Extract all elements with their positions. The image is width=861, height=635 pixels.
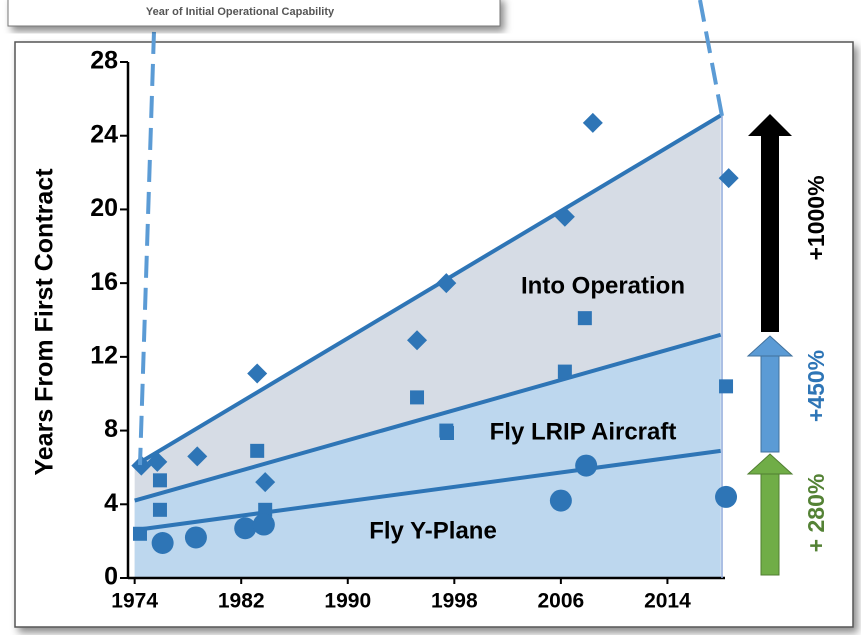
- x-tick-label: 1990: [324, 590, 371, 613]
- point: [549, 489, 572, 512]
- point: [575, 454, 598, 477]
- y-tick-label: 28: [90, 47, 118, 75]
- point: [187, 446, 208, 467]
- x-tick-label: 1998: [431, 590, 478, 613]
- x-tick-label: 2006: [538, 590, 585, 613]
- inset-box: [7, 0, 501, 27]
- trend-line: [133, 113, 722, 468]
- point: [715, 485, 738, 508]
- point: [152, 473, 167, 488]
- point: [554, 206, 575, 227]
- point: [557, 364, 572, 379]
- x-tick-label: 1974: [111, 590, 158, 613]
- series-label: Into Operation: [521, 272, 685, 299]
- point: [718, 168, 739, 189]
- zoom-line: [138, 0, 157, 466]
- arrow: [748, 114, 792, 332]
- point: [410, 390, 425, 405]
- point: [131, 455, 152, 476]
- increase-label: +1000%: [803, 175, 829, 260]
- trend-line: [134, 332, 722, 503]
- legend-swatch: [440, 426, 454, 440]
- trend-line: [134, 448, 721, 533]
- arrow: [746, 453, 794, 576]
- y-tick-label: 20: [90, 194, 118, 222]
- point: [577, 311, 592, 326]
- point: [247, 363, 268, 384]
- point: [719, 379, 734, 394]
- inset-caption: Year of Initial Operational Capability: [146, 6, 335, 18]
- point: [184, 526, 207, 549]
- increase-label: + 280%: [803, 474, 829, 553]
- plot: 0 4 8 12 16 20 24 28 1974 1982 1990 1998 2006 2014 Int…: [90, 47, 739, 613]
- x-tick-label: 1982: [218, 590, 265, 613]
- arrow: [746, 335, 794, 453]
- y-tick-label: 12: [90, 341, 118, 369]
- y-tick-label: 8: [104, 415, 118, 443]
- point: [407, 330, 428, 351]
- point: [147, 451, 168, 472]
- point: [582, 112, 603, 133]
- point: [252, 513, 275, 536]
- y-tick-label: 16: [90, 268, 118, 296]
- zoom-line: [698, 0, 724, 117]
- point: [151, 531, 174, 554]
- series-label: Fly LRIP Aircraft: [490, 418, 677, 445]
- point: [152, 502, 167, 517]
- point: [250, 443, 265, 458]
- area: [134, 334, 721, 578]
- point: [258, 502, 273, 517]
- y-tick-label: 24: [90, 120, 118, 148]
- x-tick-label: 2014: [644, 590, 691, 613]
- point: [436, 273, 457, 294]
- point: [132, 526, 147, 541]
- y-tick-label: 4: [104, 489, 118, 517]
- point: [255, 472, 276, 493]
- y-axis-label: Years From First Contract: [31, 168, 59, 476]
- point: [234, 517, 257, 540]
- series-label: Fly Y-Plane: [369, 517, 497, 544]
- increase-label: +450%: [803, 350, 829, 422]
- y-tick-label: 0: [104, 563, 118, 591]
